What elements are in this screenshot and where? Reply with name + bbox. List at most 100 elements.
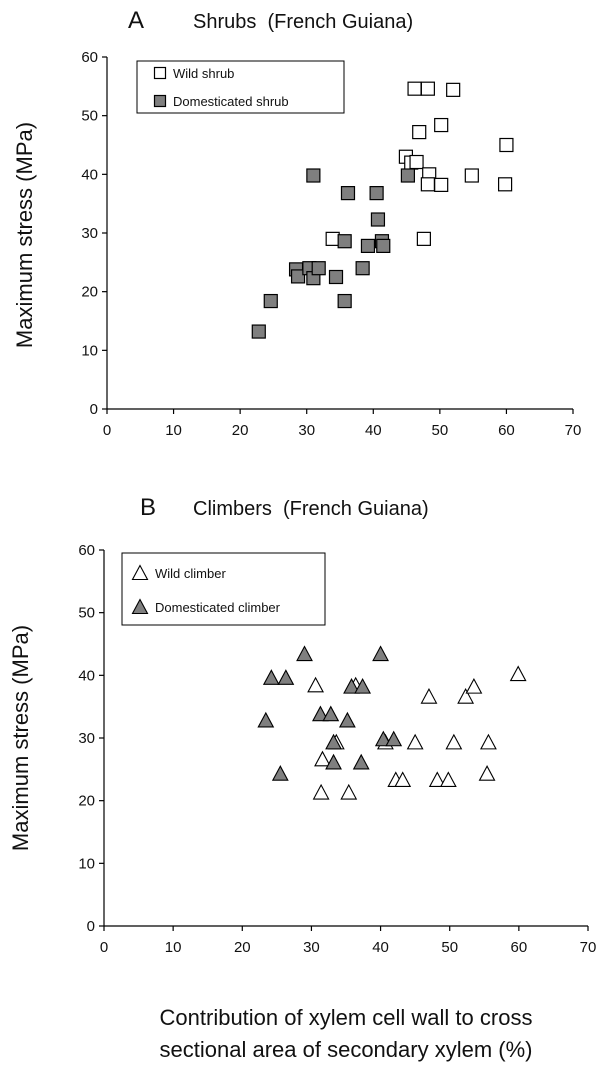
- data-point: [341, 785, 356, 799]
- y-tick-label: 0: [87, 918, 95, 935]
- data-point: [417, 232, 430, 245]
- x-tick-label: 50: [432, 422, 449, 439]
- data-point: [401, 169, 414, 182]
- data-point: [258, 713, 273, 727]
- x-tick-label: 60: [511, 939, 528, 956]
- x-tick-label: 40: [365, 422, 382, 439]
- x-tick-label: 60: [498, 422, 515, 439]
- data-point: [361, 239, 374, 252]
- data-point: [421, 178, 434, 191]
- data-point: [410, 156, 423, 169]
- data-point: [480, 766, 495, 780]
- data-point: [307, 169, 320, 182]
- x-tick-label: 70: [580, 939, 597, 956]
- x-tick-label: 70: [565, 422, 582, 439]
- legend-marker: [155, 96, 166, 107]
- data-point: [421, 689, 436, 703]
- data-point: [500, 139, 513, 152]
- panel-b-plot: 0 10 20 30 40 50 60 0 10 20 30 40 50 60 70 Wild climber…: [78, 542, 596, 956]
- y-tick-label: 10: [78, 855, 95, 872]
- data-point: [447, 83, 460, 96]
- panel-b-title: Climbers (French Guiana): [193, 498, 429, 520]
- x-tick-label: 10: [165, 939, 182, 956]
- data-point: [356, 262, 369, 275]
- y-tick-label: 60: [78, 542, 95, 559]
- panel-b-letter: B: [140, 494, 156, 521]
- data-point: [264, 670, 279, 684]
- data-point: [273, 766, 288, 780]
- data-point: [377, 239, 390, 252]
- legend-label: Domesticated shrub: [173, 94, 289, 109]
- data-point: [315, 752, 330, 766]
- x-axis-label-line-1: Contribution of xylem cell wall to cross: [160, 1005, 533, 1030]
- y-tick-label: 40: [81, 166, 98, 183]
- y-tick-label: 20: [78, 793, 95, 810]
- y-tick-label: 10: [81, 342, 98, 359]
- data-point: [297, 647, 312, 661]
- data-point: [466, 679, 481, 693]
- data-point: [408, 735, 423, 749]
- data-point: [465, 169, 478, 182]
- data-point: [278, 670, 293, 684]
- data-point: [354, 755, 369, 769]
- y-tick-label: 40: [78, 667, 95, 684]
- legend-label: Wild climber: [155, 566, 226, 581]
- data-point: [373, 647, 388, 661]
- x-tick-label: 40: [372, 939, 389, 956]
- x-tick-label: 10: [165, 422, 182, 439]
- data-point: [323, 707, 338, 721]
- data-point: [499, 178, 512, 191]
- data-point: [252, 325, 265, 338]
- panel-a-plot: 0 10 20 30 40 50 60 0 10 20 30 40 50 60 70 Wild shrub Do…: [81, 49, 581, 439]
- y-tick-label: 0: [90, 401, 98, 418]
- series-domesticated: [258, 647, 401, 781]
- data-point: [421, 82, 434, 95]
- legend-marker: [155, 68, 166, 79]
- data-point: [314, 785, 329, 799]
- x-tick-label: 30: [298, 422, 315, 439]
- x-tick-label: 20: [234, 939, 251, 956]
- y-tick-label: 50: [81, 108, 98, 125]
- series-wild: [308, 667, 526, 799]
- data-point: [408, 82, 421, 95]
- x-tick-label: 0: [103, 422, 111, 439]
- panel-a-ylabel: Maximum stress (MPa): [12, 122, 37, 348]
- data-point: [330, 271, 343, 284]
- data-point: [446, 735, 461, 749]
- y-tick-label: 20: [81, 284, 98, 301]
- data-point: [413, 126, 426, 139]
- y-tick-label: 30: [81, 225, 98, 242]
- data-point: [435, 178, 448, 191]
- y-tick-label: 60: [81, 49, 98, 66]
- data-point: [338, 235, 351, 248]
- series-domesticated: [252, 169, 414, 338]
- data-point: [371, 213, 384, 226]
- panel-a-title: Shrubs (French Guiana): [193, 11, 413, 33]
- x-axis-label-line-2: sectional area of secondary xylem (%): [160, 1037, 533, 1062]
- data-point: [264, 295, 277, 308]
- data-point: [441, 772, 456, 786]
- data-point: [511, 667, 526, 681]
- data-point: [340, 713, 355, 727]
- y-tick-label: 30: [78, 730, 95, 747]
- x-tick-label: 30: [303, 939, 320, 956]
- x-tick-label: 50: [441, 939, 458, 956]
- data-point: [308, 678, 323, 692]
- series-wild: [326, 82, 513, 245]
- data-point: [435, 119, 448, 132]
- legend-label: Domesticated climber: [155, 600, 281, 615]
- data-point: [312, 262, 325, 275]
- x-tick-label: 0: [100, 939, 108, 956]
- data-point: [338, 295, 351, 308]
- legend: Wild climber Domesticated climber: [122, 553, 325, 625]
- panel-b-ylabel: Maximum stress (MPa): [8, 625, 33, 851]
- data-point: [326, 232, 339, 245]
- data-point: [370, 187, 383, 200]
- y-tick-label: 50: [78, 605, 95, 622]
- data-point: [341, 187, 354, 200]
- data-point: [386, 732, 401, 746]
- data-point: [481, 735, 496, 749]
- legend: Wild shrub Domesticated shrub: [137, 61, 344, 113]
- x-tick-label: 20: [232, 422, 249, 439]
